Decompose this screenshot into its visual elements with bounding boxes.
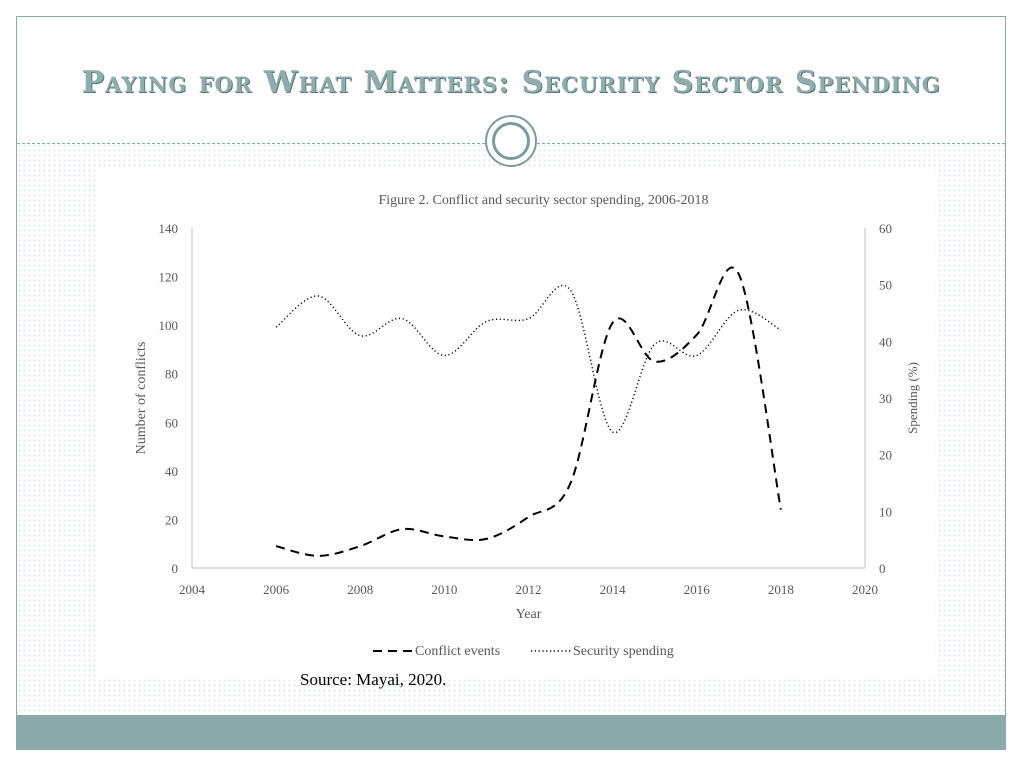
source-caption: Source: Mayai, 2020.	[300, 670, 447, 689]
x-tick-label: 2012	[516, 582, 542, 597]
y-tick-label-left: 100	[159, 318, 179, 333]
y-tick-label-right: 50	[879, 278, 892, 293]
x-tick-label: 2020	[852, 582, 878, 597]
legend-label: Conflict events	[415, 644, 500, 659]
y-tick-label-right: 30	[879, 391, 892, 406]
x-tick-label: 2016	[684, 582, 711, 597]
y-axis-label-left: Number of conflicts	[134, 342, 149, 455]
line-chart: Figure 2. Conflict and security sector s…	[134, 193, 920, 659]
y-tick-label-left: 120	[159, 270, 179, 285]
x-tick-label: 2004	[179, 582, 206, 597]
x-tick-label: 2010	[431, 582, 457, 597]
x-axis-label: Year	[516, 607, 542, 622]
circle-ornament-icon	[485, 115, 537, 167]
slide-title: Paying for What Matters: Security Sector…	[81, 65, 941, 100]
bottom-accent-bar	[17, 715, 1005, 749]
y-tick-label-left: 0	[172, 561, 179, 576]
y-tick-label-left: 20	[165, 512, 178, 527]
series-line-security-spending	[275, 284, 782, 433]
chart-area: Figure 2. Conflict and security sector s…	[95, 168, 935, 678]
series-line-conflict-events	[275, 266, 782, 557]
chart-title: Figure 2. Conflict and security sector s…	[378, 193, 708, 208]
y-tick-label-right: 20	[879, 448, 892, 463]
y-tick-label-right: 40	[879, 334, 892, 349]
x-tick-label: 2008	[347, 582, 373, 597]
y-tick-label-left: 80	[165, 367, 178, 382]
x-tick-label: 2006	[263, 582, 290, 597]
y-tick-label-left: 40	[165, 464, 178, 479]
y-axis-label-right: Spending (%)	[905, 362, 920, 434]
y-tick-label-left: 140	[159, 221, 179, 236]
y-tick-label-right: 10	[879, 504, 892, 519]
legend-label: Security spending	[573, 644, 674, 659]
x-tick-label: 2014	[600, 582, 627, 597]
y-tick-label-left: 60	[165, 415, 178, 430]
y-tick-label-right: 0	[879, 561, 886, 576]
y-tick-label-right: 60	[879, 221, 892, 236]
x-tick-label: 2018	[768, 582, 794, 597]
